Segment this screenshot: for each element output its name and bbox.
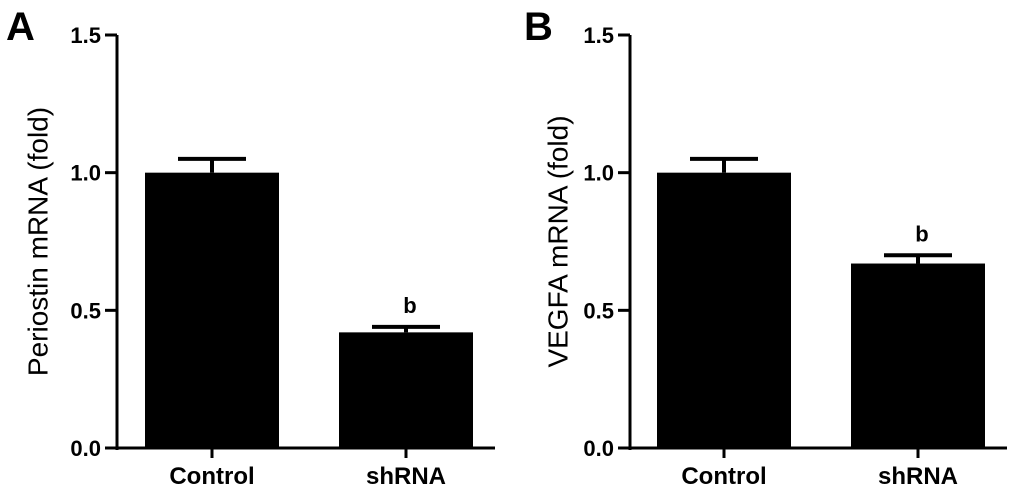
- y-tick-label: 1.5: [583, 23, 614, 48]
- panel-letter: B: [524, 5, 553, 49]
- bar-control: [657, 172, 791, 448]
- x-tick-label: Control: [681, 463, 766, 490]
- y-tick-label: 0.0: [70, 436, 101, 461]
- bar-shrna: [851, 263, 985, 448]
- panel-letter: A: [6, 5, 35, 49]
- y-tick-label: 1.0: [70, 161, 101, 186]
- bar-control: [145, 172, 279, 448]
- bar-shrna: [339, 332, 473, 448]
- x-tick-label: Control: [169, 463, 254, 490]
- panel-a: A Periostin mRNA (fold) Control b shRNA 0.0 0.…: [6, 5, 495, 490]
- y-axis-title: Periostin mRNA (fold): [22, 107, 53, 376]
- y-tick-label: 1.0: [583, 161, 614, 186]
- y-tick-label: 0.0: [583, 436, 614, 461]
- significance-label: b: [403, 293, 416, 318]
- y-tick-label: 1.5: [70, 23, 101, 48]
- y-tick-label: 0.5: [583, 298, 614, 323]
- y-tick-label: 0.5: [70, 298, 101, 323]
- y-axis-title: VEGFA mRNA (fold): [542, 115, 573, 367]
- significance-label: b: [915, 221, 928, 246]
- x-tick-label: shRNA: [366, 463, 446, 490]
- x-tick-label: shRNA: [878, 463, 958, 490]
- panel-b: B VEGFA mRNA (fold) Control b shRNA 0.0 0.5 1.0…: [524, 5, 1007, 490]
